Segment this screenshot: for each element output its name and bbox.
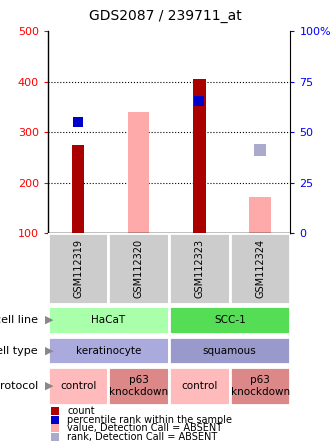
Bar: [249, 197, 271, 233]
Text: GSM112320: GSM112320: [134, 239, 144, 298]
Text: keratinocyte: keratinocyte: [76, 345, 141, 356]
Text: percentile rank within the sample: percentile rank within the sample: [67, 415, 232, 424]
Text: HaCaT: HaCaT: [91, 315, 125, 325]
Text: ▶: ▶: [45, 381, 53, 391]
Text: protocol: protocol: [0, 381, 38, 391]
Bar: [169, 337, 290, 364]
Text: GSM112319: GSM112319: [73, 239, 83, 298]
Bar: [169, 367, 230, 404]
Text: p63
knockdown: p63 knockdown: [231, 375, 290, 396]
Text: cell type: cell type: [0, 345, 38, 356]
Bar: [109, 367, 169, 404]
Text: GSM112323: GSM112323: [194, 239, 205, 298]
Text: control: control: [60, 381, 96, 391]
Text: value, Detection Call = ABSENT: value, Detection Call = ABSENT: [67, 424, 222, 433]
Text: cell line: cell line: [0, 315, 38, 325]
Text: rank, Detection Call = ABSENT: rank, Detection Call = ABSENT: [67, 432, 217, 442]
Text: count: count: [67, 406, 95, 416]
Text: ▶: ▶: [45, 315, 53, 325]
Bar: [193, 79, 206, 233]
Bar: [48, 306, 169, 334]
Bar: [169, 306, 290, 334]
Bar: [169, 233, 230, 304]
Bar: [230, 367, 290, 404]
Bar: [48, 337, 169, 364]
Text: ▶: ▶: [45, 345, 53, 356]
Bar: [128, 112, 149, 233]
Bar: [48, 367, 109, 404]
Bar: [230, 233, 290, 304]
Bar: [72, 145, 84, 233]
Text: p63
knockdown: p63 knockdown: [109, 375, 168, 396]
Text: GSM112324: GSM112324: [255, 239, 265, 298]
Text: squamous: squamous: [203, 345, 257, 356]
Bar: [109, 233, 169, 304]
Text: SCC-1: SCC-1: [214, 315, 246, 325]
Text: control: control: [181, 381, 217, 391]
Bar: [48, 233, 109, 304]
Text: GDS2087 / 239711_at: GDS2087 / 239711_at: [89, 9, 241, 24]
